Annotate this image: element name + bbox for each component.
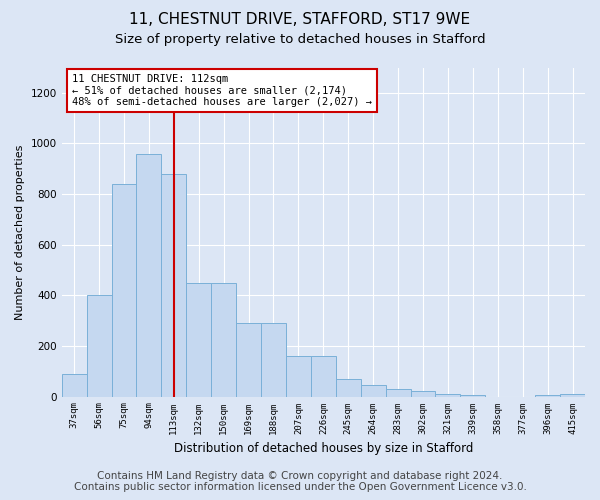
Text: Size of property relative to detached houses in Stafford: Size of property relative to detached ho… [115, 32, 485, 46]
Bar [136, 154, 161, 396]
Bar [261, 323, 286, 396]
Bar [211, 282, 236, 397]
Text: 11 CHESTNUT DRIVE: 112sqm
← 51% of detached houses are smaller (2,174)
48% of se: 11 CHESTNUT DRIVE: 112sqm ← 51% of detac… [72, 74, 372, 108]
Bar [186, 282, 211, 397]
Bar [336, 379, 361, 396]
Bar [311, 356, 336, 397]
Bar [286, 356, 311, 397]
Bar [386, 389, 410, 396]
Y-axis label: Number of detached properties: Number of detached properties [15, 144, 25, 320]
Bar [62, 374, 86, 396]
X-axis label: Distribution of detached houses by size in Stafford: Distribution of detached houses by size … [173, 442, 473, 455]
Bar [410, 392, 436, 396]
Bar [436, 394, 460, 396]
Bar [161, 174, 186, 396]
Bar [86, 296, 112, 396]
Text: 11, CHESTNUT DRIVE, STAFFORD, ST17 9WE: 11, CHESTNUT DRIVE, STAFFORD, ST17 9WE [130, 12, 470, 28]
Bar [361, 385, 386, 396]
Bar [560, 394, 585, 396]
Text: Contains HM Land Registry data © Crown copyright and database right 2024.
Contai: Contains HM Land Registry data © Crown c… [74, 471, 526, 492]
Bar [236, 323, 261, 396]
Bar [112, 184, 136, 396]
